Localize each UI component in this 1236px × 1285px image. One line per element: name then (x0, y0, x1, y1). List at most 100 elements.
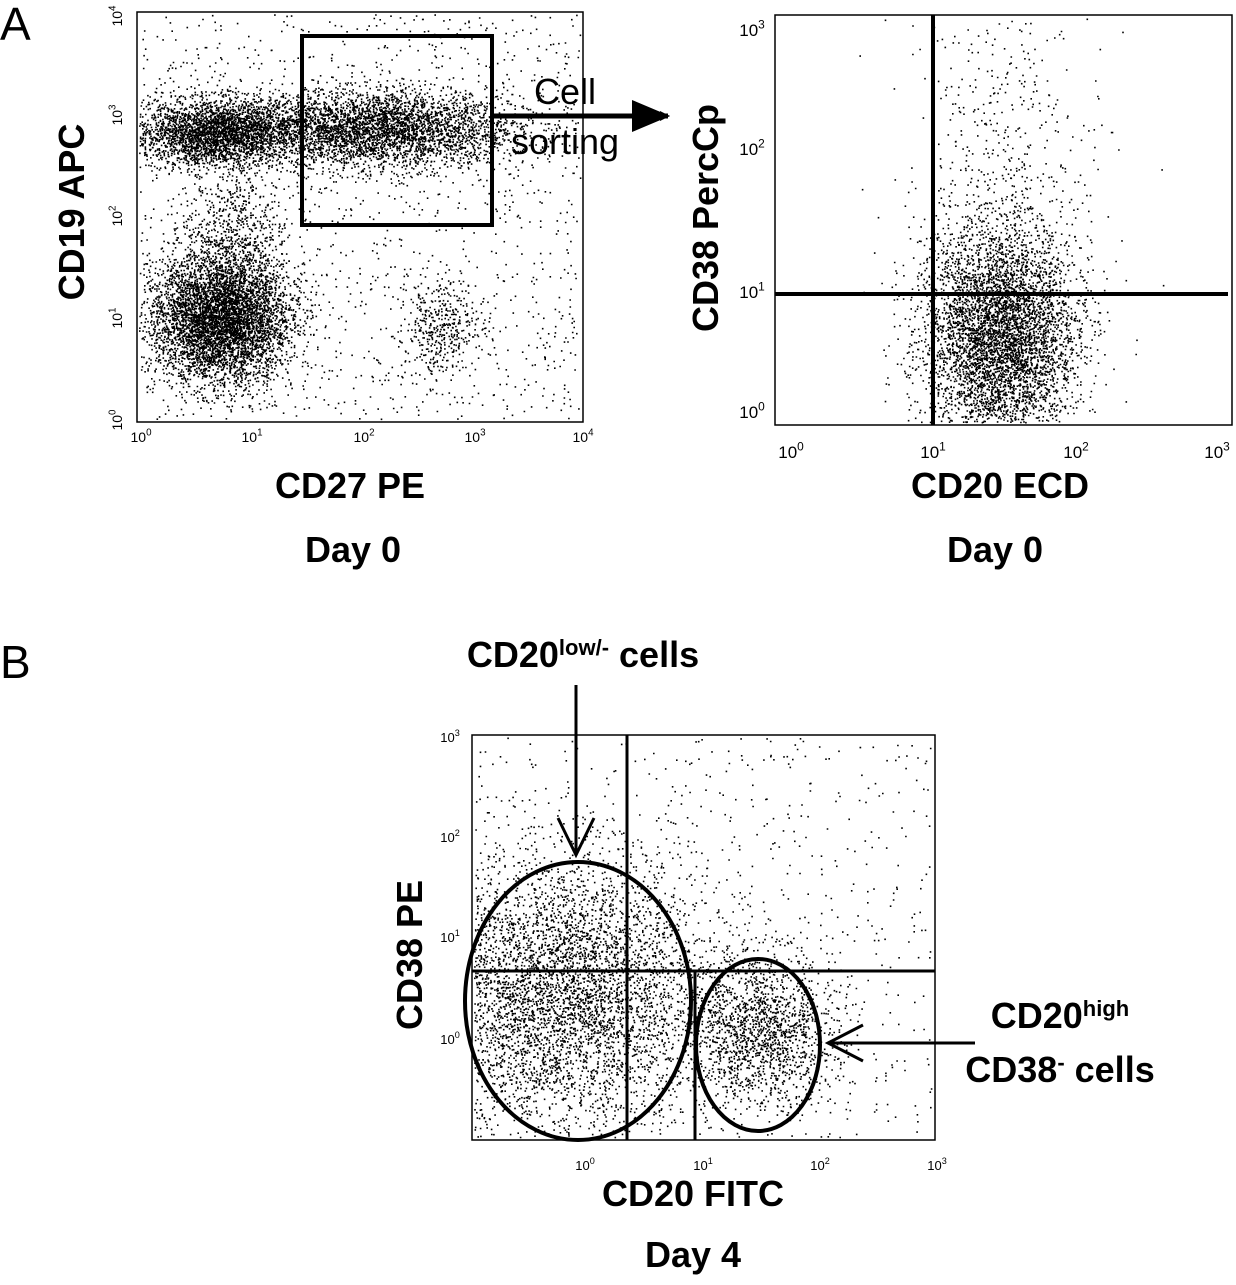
tick-base: 10 (109, 11, 125, 27)
arrow-label: sorting (511, 121, 619, 162)
caption: Day 0 (305, 529, 401, 570)
cell-cloud (142, 63, 577, 212)
tick-exp: 4 (108, 5, 119, 11)
cell-cloud (474, 737, 933, 1139)
tick-exp: 3 (108, 104, 119, 110)
tick-base: 10 (440, 730, 454, 745)
tick-base: 10 (353, 429, 369, 445)
tick-exp: 2 (369, 428, 374, 439)
tick-exp: 1 (758, 279, 765, 293)
tick-base: 10 (693, 1158, 707, 1173)
tick-label: 103 (108, 104, 125, 126)
sort-gate (300, 34, 494, 227)
caption: Day 4 (645, 1234, 741, 1275)
tick-exp: 3 (480, 428, 486, 439)
tick-label: 101 (108, 307, 125, 328)
y-axis-label: CD19 APC (51, 124, 92, 301)
annotation-text: cells (1065, 1049, 1155, 1090)
tick-base: 10 (109, 313, 125, 329)
annotation: CD20high (991, 995, 1129, 1036)
tick-base: 10 (109, 110, 125, 126)
tick-exp: 1 (455, 928, 460, 938)
annotation: CD38- cells (965, 1049, 1154, 1090)
tick-label: 102 (739, 136, 765, 159)
plot-frame (471, 734, 936, 1141)
annotation-text: CD38 (965, 1049, 1057, 1090)
tick-base: 10 (739, 140, 758, 159)
tick-exp: 0 (758, 399, 765, 413)
tick-label: 101 (693, 1156, 713, 1173)
tick-label: 102 (1063, 439, 1089, 462)
annotation-sup: - (1057, 1050, 1064, 1075)
annotation: CD20low/- cells (467, 634, 699, 675)
x-axis-label: CD27 PE (275, 465, 425, 506)
tick-label: 101 (920, 439, 946, 462)
plot-frame (774, 14, 1233, 426)
cell-cloud (474, 760, 883, 1139)
annotation-sup: low/- (559, 635, 609, 660)
tick-exp: 1 (257, 428, 262, 439)
tick-label: 103 (464, 428, 486, 445)
tick-label: 100 (575, 1156, 595, 1173)
tick-base: 10 (440, 1032, 454, 1047)
tick-label: 100 (739, 399, 765, 422)
tick-base: 10 (440, 830, 454, 845)
tick-label: 100 (778, 439, 804, 462)
tick-exp: 0 (455, 1030, 460, 1040)
tick-exp: 2 (1082, 439, 1089, 453)
tick-base: 10 (927, 1158, 941, 1173)
tick-base: 10 (739, 403, 758, 422)
tick-exp: 3 (942, 1156, 947, 1166)
tick-base: 10 (810, 1158, 824, 1173)
tick-exp: 2 (455, 828, 460, 838)
tick-base: 10 (440, 930, 454, 945)
tick-label: 101 (241, 428, 262, 445)
tick-exp: 2 (758, 136, 765, 150)
tick-base: 10 (920, 443, 939, 462)
tick-exp: 3 (758, 17, 765, 31)
x-axis-label: CD20 ECD (911, 465, 1089, 506)
arrow-head (824, 1023, 864, 1063)
tick-label: 100 (108, 409, 125, 431)
tick-base: 10 (739, 21, 758, 40)
tick-base: 10 (464, 429, 480, 445)
tick-label: 101 (440, 928, 460, 945)
panel-label: A (0, 0, 31, 50)
tick-exp: 0 (797, 439, 804, 453)
x-axis-label: CD20 FITC (602, 1173, 784, 1214)
tick-base: 10 (109, 415, 125, 431)
tick-label: 100 (130, 428, 152, 445)
cell-cloud (372, 252, 499, 398)
arrow-head (632, 100, 670, 132)
tick-exp: 4 (588, 428, 594, 439)
tick-label: 104 (572, 428, 594, 445)
tick-label: 100 (440, 1030, 460, 1047)
tick-label: 104 (108, 5, 125, 27)
tick-label: 102 (440, 828, 460, 845)
tick-exp: 2 (108, 205, 119, 210)
tick-label: 101 (739, 279, 765, 302)
tick-exp: 0 (108, 409, 119, 415)
cell-clouds (139, 14, 1165, 1139)
tick-label: 103 (440, 728, 460, 745)
tick-exp: 0 (146, 428, 152, 439)
panel-label: B (0, 636, 31, 688)
y-axis-label: CD38 PercCp (685, 104, 726, 332)
tick-base: 10 (109, 211, 125, 227)
tick-base: 10 (1204, 443, 1223, 462)
annotation-sup: high (1083, 996, 1129, 1021)
tick-base: 10 (778, 443, 797, 462)
tick-exp: 0 (590, 1156, 595, 1166)
gate-ellipse (694, 957, 822, 1133)
annotation-text: CD20 (991, 995, 1083, 1036)
tick-label: 103 (927, 1156, 947, 1173)
gate-ellipse (463, 860, 693, 1142)
y-axis-label: CD38 PE (389, 880, 430, 1030)
tick-exp: 1 (939, 439, 946, 453)
tick-exp: 2 (825, 1156, 830, 1166)
tick-base: 10 (575, 1158, 589, 1173)
tick-base: 10 (1063, 443, 1082, 462)
tick-exp: 3 (455, 728, 460, 738)
tick-exp: 1 (708, 1156, 713, 1166)
